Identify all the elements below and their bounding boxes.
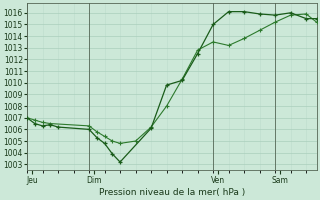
X-axis label: Pression niveau de la mer( hPa ): Pression niveau de la mer( hPa ) [99, 188, 245, 197]
